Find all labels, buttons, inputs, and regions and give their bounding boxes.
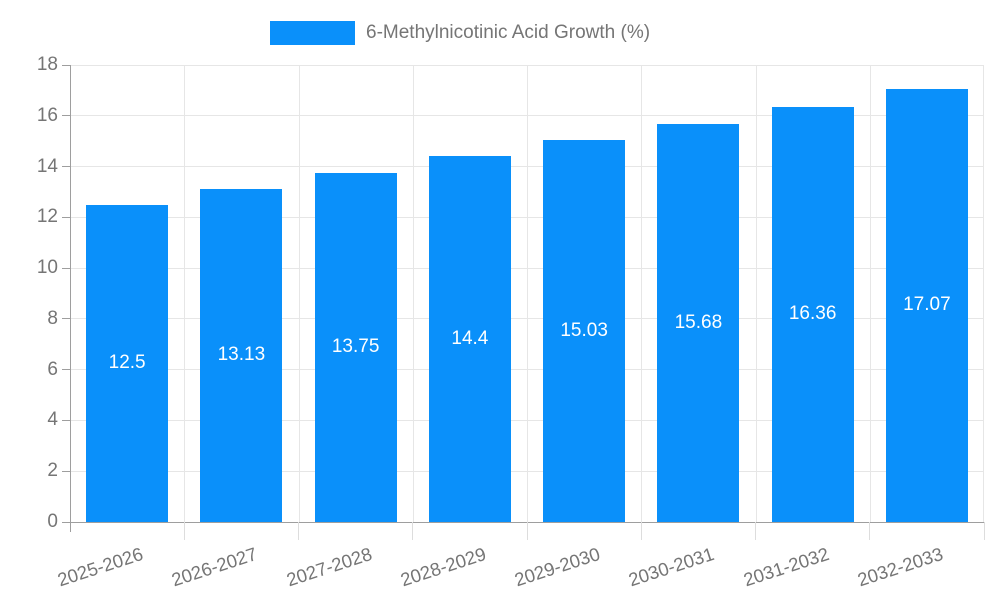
y-axis-tick bbox=[62, 166, 70, 168]
y-axis-tick-label: 8 bbox=[47, 307, 58, 329]
y-axis-tick-label: 12 bbox=[36, 206, 58, 228]
y-axis-tick-label: 4 bbox=[47, 409, 58, 431]
y-axis-line bbox=[70, 65, 71, 532]
gridline-vertical bbox=[983, 65, 984, 522]
y-axis-tick-label: 10 bbox=[36, 257, 58, 279]
bar-value-label: 14.4 bbox=[451, 328, 489, 350]
y-axis-tick bbox=[62, 470, 70, 472]
gridline-vertical bbox=[641, 65, 643, 522]
bar[interactable]: 17.07 bbox=[885, 88, 968, 522]
y-axis-tick-label: 14 bbox=[36, 155, 58, 177]
bar-value-label: 17.07 bbox=[903, 294, 951, 316]
legend-swatch bbox=[270, 21, 355, 45]
bar-value-label: 12.5 bbox=[108, 352, 146, 374]
y-axis-tick bbox=[62, 521, 70, 523]
gridline-vertical bbox=[869, 65, 871, 522]
x-axis-tick bbox=[983, 522, 985, 540]
y-axis-tick bbox=[62, 318, 70, 320]
x-axis-tick bbox=[640, 522, 642, 540]
bar[interactable]: 14.4 bbox=[428, 156, 511, 522]
y-axis-tick-label: 18 bbox=[36, 54, 58, 75]
x-axis-tick bbox=[183, 522, 185, 540]
y-axis-tick bbox=[62, 267, 70, 269]
x-axis-tick bbox=[755, 522, 756, 540]
y-axis-tick bbox=[62, 115, 70, 117]
bar[interactable]: 16.36 bbox=[771, 106, 854, 522]
y-axis-tick-label: 6 bbox=[47, 358, 58, 380]
bar-value-label: 13.13 bbox=[217, 344, 266, 366]
y-axis-tick-label: 2 bbox=[47, 460, 58, 482]
x-axis-line bbox=[62, 522, 985, 523]
bar-value-label: 16.36 bbox=[788, 303, 837, 325]
x-axis-tick bbox=[298, 522, 299, 540]
y-axis-tick bbox=[62, 64, 70, 66]
gridline-vertical bbox=[527, 65, 528, 522]
gridline-vertical bbox=[412, 65, 414, 522]
bar[interactable]: 15.03 bbox=[543, 140, 626, 522]
x-axis-tick bbox=[869, 522, 871, 540]
bar-value-label: 15.68 bbox=[674, 311, 723, 333]
bar[interactable]: 15.68 bbox=[657, 123, 740, 522]
bar-value-label: 15.03 bbox=[560, 320, 608, 342]
gridline-vertical bbox=[755, 65, 757, 522]
bar[interactable]: 12.5 bbox=[86, 204, 169, 522]
plot-area: 12.5 13.13 13.75 14.4 15.03 15.68 16.36 17.07 bbox=[70, 64, 984, 522]
bar[interactable]: 13.13 bbox=[200, 188, 283, 522]
gridline-vertical bbox=[184, 65, 186, 522]
y-axis-tick bbox=[62, 369, 70, 371]
legend-item[interactable]: 6-Methylnicotinic Acid Growth (%) bbox=[270, 21, 650, 45]
y-axis-tick-label: 0 bbox=[47, 511, 58, 532]
x-axis-tick bbox=[526, 522, 528, 540]
bar-value-label: 13.75 bbox=[331, 336, 380, 358]
legend-label: 6-Methylnicotinic Acid Growth (%) bbox=[366, 22, 651, 43]
y-axis-tick-label: 16 bbox=[36, 104, 58, 126]
y-axis-tick bbox=[62, 419, 70, 421]
gridline-vertical bbox=[298, 65, 300, 522]
bar[interactable]: 13.75 bbox=[314, 172, 397, 522]
y-axis-tick bbox=[62, 216, 70, 218]
x-axis-tick bbox=[412, 522, 414, 540]
